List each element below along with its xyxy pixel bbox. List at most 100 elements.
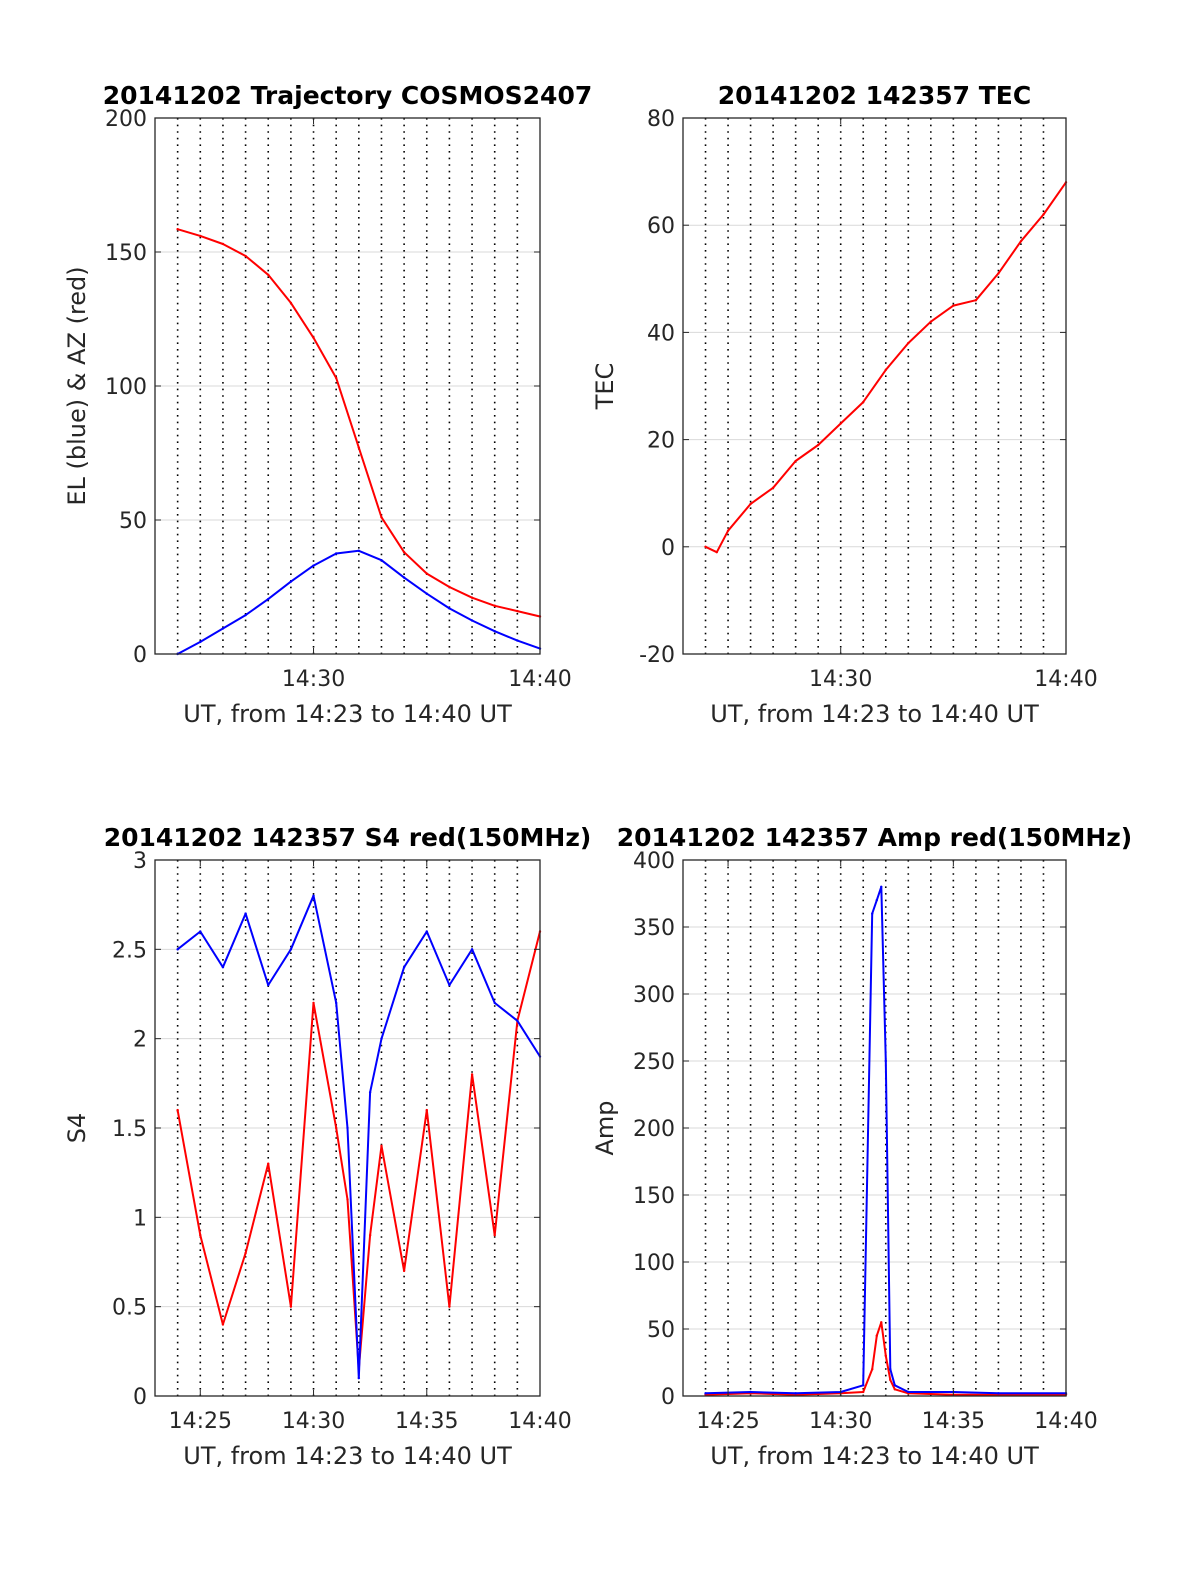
data-point-el bbox=[221, 627, 225, 630]
y-tick-label: 100 bbox=[633, 1251, 675, 1276]
data-point-amp_blue bbox=[749, 1390, 752, 1394]
y-tick-label: 0 bbox=[133, 643, 147, 668]
y-tick-label: 20 bbox=[647, 429, 675, 454]
y-tick-label: 80 bbox=[647, 107, 675, 132]
x-tick-label: 14:30 bbox=[282, 667, 345, 692]
y-tick-label: 1.5 bbox=[112, 1117, 147, 1142]
data-point-s4_blue bbox=[516, 1019, 519, 1022]
x-tick-label: 14:35 bbox=[395, 1409, 458, 1434]
data-point-el bbox=[493, 630, 496, 633]
y-tick-label: 40 bbox=[647, 321, 675, 346]
data-point-s4_red bbox=[368, 1234, 372, 1237]
data-point-s4_blue bbox=[402, 966, 406, 969]
data-point-s4_red bbox=[493, 1234, 496, 1237]
data-point-amp_red bbox=[893, 1388, 896, 1391]
data-point-amp_red bbox=[871, 1368, 874, 1371]
data-point-el bbox=[312, 564, 315, 567]
y-tick-label: 0 bbox=[133, 1385, 147, 1410]
y-axis-label: EL (blue) & AZ (red) bbox=[63, 266, 91, 505]
data-point-s4_red bbox=[289, 1305, 293, 1308]
data-point-az bbox=[448, 585, 451, 589]
x-axis-label: UT, from 14:23 to 14:40 UT bbox=[183, 1442, 512, 1470]
y-axis-label: S4 bbox=[63, 1113, 91, 1144]
y-tick-label: 1 bbox=[133, 1206, 147, 1231]
data-point-el bbox=[357, 549, 361, 553]
data-point-az bbox=[425, 572, 428, 575]
chart-s4: 0 0.5 1 1.5 2 2.5 3 14:25 14:30 14:35 14:40 UT, fro… bbox=[63, 823, 591, 1470]
data-point-el bbox=[425, 592, 428, 595]
chart-amp: 0 50 100 150 200 250 300 350 400 14:25 14:30 14:35 1… bbox=[591, 823, 1132, 1470]
data-point-amp_blue bbox=[871, 912, 874, 915]
data-point-tec bbox=[884, 368, 887, 372]
data-point-s4_blue bbox=[448, 983, 451, 987]
data-point-az bbox=[176, 228, 179, 231]
data-point-amp_blue bbox=[704, 1392, 707, 1395]
y-tick-label: 300 bbox=[633, 983, 675, 1008]
data-point-el bbox=[267, 597, 270, 601]
y-axis-label: TEC bbox=[591, 363, 619, 411]
chart-title: 20141202 Trajectory COSMOS2407 bbox=[103, 81, 593, 110]
data-point-az bbox=[380, 516, 383, 519]
data-point-amp_blue bbox=[794, 1392, 797, 1395]
data-point-az bbox=[493, 604, 496, 607]
y-tick-label: 60 bbox=[647, 214, 675, 239]
data-point-tec bbox=[771, 486, 775, 490]
chart-title: 20141202 142357 TEC bbox=[718, 81, 1031, 110]
y-tick-label: -20 bbox=[639, 643, 675, 668]
y-axis-label: Amp bbox=[591, 1100, 619, 1155]
data-point-s4_blue bbox=[334, 1001, 338, 1005]
data-point-el bbox=[402, 576, 406, 579]
data-point-amp_red bbox=[884, 1354, 887, 1358]
series-tec bbox=[704, 181, 1067, 554]
y-tick-label: 3 bbox=[133, 849, 147, 874]
y-tick-label: 50 bbox=[647, 1318, 675, 1343]
data-point-az bbox=[289, 301, 293, 305]
data-point-az bbox=[267, 273, 270, 276]
data-point-amp_blue bbox=[862, 1384, 865, 1387]
data-point-el bbox=[516, 639, 519, 642]
chart-traj: 0 50 100 150 200 14:30 14:40 UT, from 14:23 to … bbox=[63, 81, 592, 728]
data-point-s4_blue bbox=[267, 983, 270, 987]
x-tick-label: 14:30 bbox=[809, 667, 872, 692]
data-point-tec bbox=[839, 422, 842, 425]
data-point-az bbox=[516, 609, 519, 613]
x-axis-label: UT, from 14:23 to 14:40 UT bbox=[710, 700, 1039, 728]
data-point-az bbox=[312, 336, 315, 339]
data-point-s4_red bbox=[221, 1323, 225, 1326]
chart-tec: -20 0 20 40 60 80 14:30 14:40 UT, from 14:23 to … bbox=[591, 81, 1098, 728]
axes-box bbox=[682, 117, 1067, 655]
data-point-tec bbox=[715, 550, 718, 554]
x-tick-label: 14:30 bbox=[809, 1409, 872, 1434]
data-point-tec bbox=[794, 459, 797, 463]
data-point-amp_blue bbox=[889, 1368, 892, 1371]
data-point-el bbox=[244, 613, 247, 617]
x-tick-label: 14:30 bbox=[282, 1409, 345, 1434]
data-point-tec bbox=[749, 502, 752, 506]
data-point-tec bbox=[952, 304, 955, 307]
data-point-amp_blue bbox=[880, 885, 883, 888]
data-point-s4_red bbox=[448, 1305, 451, 1308]
data-point-tec bbox=[997, 272, 1000, 275]
x-tick-label: 14:40 bbox=[508, 667, 571, 692]
y-tick-label: 50 bbox=[119, 509, 147, 534]
data-point-el bbox=[289, 580, 293, 583]
data-point-tec bbox=[704, 545, 707, 548]
data-point-amp_blue bbox=[997, 1392, 1000, 1395]
data-point-s4_red bbox=[312, 1001, 315, 1005]
data-point-s4_red bbox=[176, 1108, 179, 1112]
data-point-tec bbox=[1042, 213, 1045, 216]
y-tick-label: 150 bbox=[633, 1184, 675, 1209]
data-point-s4_red bbox=[334, 1126, 338, 1130]
y-tick-label: 150 bbox=[105, 241, 147, 266]
data-point-az bbox=[470, 596, 474, 599]
data-point-el bbox=[470, 619, 474, 622]
data-point-s4_blue bbox=[470, 948, 474, 951]
data-point-tec bbox=[862, 400, 865, 404]
x-axis-label: UT, from 14:23 to 14:40 UT bbox=[183, 700, 512, 728]
data-point-tec bbox=[929, 320, 933, 323]
data-point-s4_blue bbox=[199, 930, 202, 933]
data-point-amp_blue bbox=[875, 899, 878, 902]
data-point-amp_red bbox=[889, 1378, 892, 1382]
data-point-s4_blue bbox=[380, 1037, 383, 1040]
